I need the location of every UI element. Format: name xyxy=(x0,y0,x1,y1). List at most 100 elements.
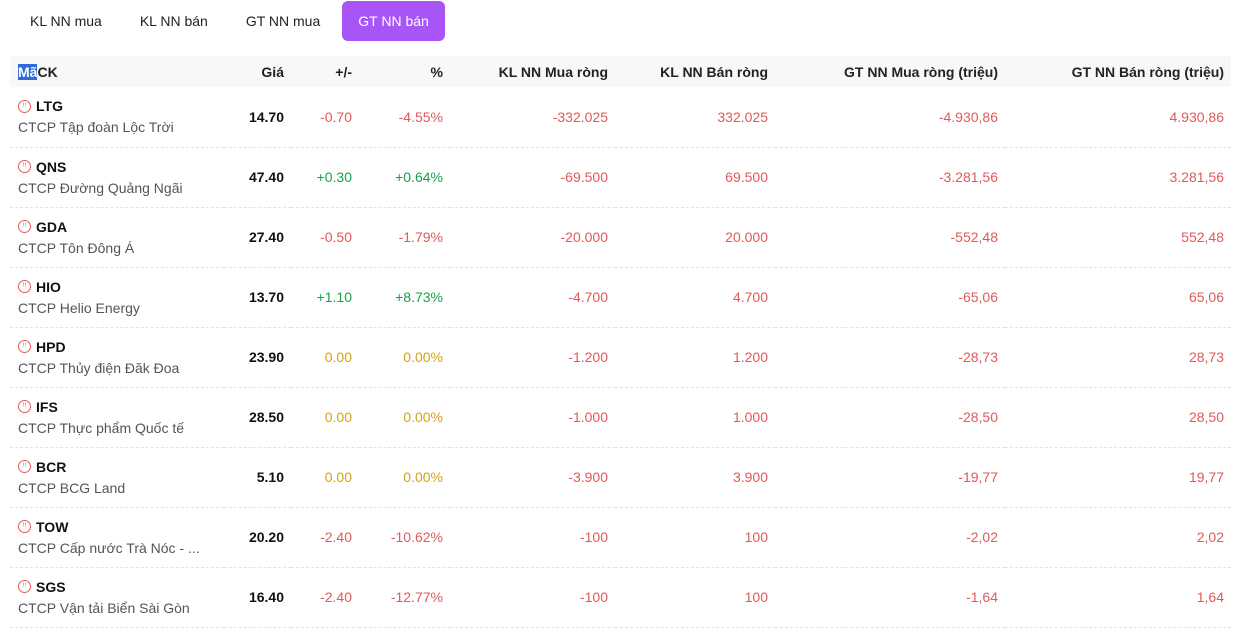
stock-symbol[interactable]: SGS xyxy=(36,578,66,595)
percent-cell: 0.00% xyxy=(403,469,443,485)
stock-cell[interactable]: !! GDA CTCP Tôn Đông Á xyxy=(10,207,224,267)
stock-symbol[interactable]: GDA xyxy=(36,218,68,235)
tab-gt-nn-mua[interactable]: GT NN mua xyxy=(245,13,321,29)
stock-badge-icon: !! xyxy=(18,400,31,413)
change-cell: +0.30 xyxy=(316,169,352,185)
gt-buy-cell: -65,06 xyxy=(958,289,998,305)
stock-badge-icon: !! xyxy=(18,580,31,593)
stock-cell[interactable]: !! HPD CTCP Thủy điện Đăk Đoa xyxy=(10,327,224,387)
table-row[interactable]: !! QNS CTCP Đường Quảng Ngãi 47.40 +0.30… xyxy=(10,147,1231,207)
stock-cell[interactable]: !! BCR CTCP BCG Land xyxy=(10,447,224,507)
header-kl-sell[interactable]: KL NN Bán ròng xyxy=(660,63,768,80)
table-row[interactable]: !! SGS CTCP Vận tải Biển Sài Gòn 16.40 -… xyxy=(10,567,1231,627)
header-gt-buy[interactable]: GT NN Mua ròng (triệu) xyxy=(844,63,998,80)
gt-sell-cell: 1,64 xyxy=(1196,589,1224,605)
gt-sell-cell: 3.281,56 xyxy=(1169,169,1225,185)
foreign-trading-table: MãCK Giá +/- % KL NN Mua ròng KL NN Bán … xyxy=(10,56,1231,628)
stock-symbol[interactable]: TOW xyxy=(36,518,69,535)
header-gt-sell[interactable]: GT NN Bán ròng (triệu) xyxy=(1071,63,1224,80)
tab-kl-nn-ban[interactable]: KL NN bán xyxy=(139,13,208,29)
kl-sell-cell: 4.700 xyxy=(732,289,768,305)
kl-buy-cell: -3.900 xyxy=(568,469,608,485)
kl-sell-cell: 20.000 xyxy=(725,229,768,245)
stock-badge-icon: !! xyxy=(18,460,31,473)
symbol-line: !! SGS xyxy=(18,579,217,595)
table-row[interactable]: !! IFS CTCP Thực phẩm Quốc tế 28.50 0.00… xyxy=(10,387,1231,447)
price-cell: 27.40 xyxy=(248,229,284,245)
stock-symbol[interactable]: IFS xyxy=(36,398,58,415)
gt-buy-cell: -19,77 xyxy=(958,469,998,485)
table-row[interactable]: !! GDA CTCP Tôn Đông Á 27.40 -0.50 -1.79… xyxy=(10,207,1231,267)
stock-symbol[interactable]: BCR xyxy=(36,458,67,475)
table-header: MãCK Giá +/- % KL NN Mua ròng KL NN Bán … xyxy=(10,56,1231,87)
symbol-line: !! HPD xyxy=(18,339,217,355)
stock-badge-icon: !! xyxy=(18,520,31,533)
company-name: CTCP Thực phẩm Quốc tế xyxy=(18,419,185,436)
stock-cell[interactable]: !! HIO CTCP Helio Energy xyxy=(10,267,224,327)
price-cell: 47.40 xyxy=(248,169,284,185)
stock-cell[interactable]: !! QNS CTCP Đường Quảng Ngãi xyxy=(10,147,224,207)
header-change[interactable]: +/- xyxy=(335,63,352,80)
table-row[interactable]: !! HIO CTCP Helio Energy 13.70 +1.10 +8.… xyxy=(10,267,1231,327)
header-code-text: CK xyxy=(37,63,58,80)
kl-sell-cell: 1.000 xyxy=(732,409,768,425)
gt-buy-cell: -1,64 xyxy=(966,589,998,605)
table-row[interactable]: !! BCR CTCP BCG Land 5.10 0.00 0.00% -3.… xyxy=(10,447,1231,507)
price-cell: 14.70 xyxy=(248,108,284,125)
stock-symbol[interactable]: LTG xyxy=(36,98,63,115)
percent-cell: +8.73% xyxy=(395,289,443,305)
header-code[interactable]: MãCK xyxy=(10,56,224,87)
stock-cell[interactable]: !! IFS CTCP Thực phẩm Quốc tế xyxy=(10,387,224,447)
company-name: CTCP Đường Quảng Ngãi xyxy=(18,179,183,196)
stock-symbol[interactable]: QNS xyxy=(36,158,67,175)
tab-gt-nn-ban[interactable]: GT NN bán xyxy=(342,1,445,41)
stock-cell[interactable]: !! LTG CTCP Tập đoàn Lộc Trời xyxy=(10,87,224,147)
percent-cell: -4.55% xyxy=(398,108,443,125)
stock-symbol[interactable]: HPD xyxy=(36,338,66,355)
symbol-line: !! IFS xyxy=(18,399,217,415)
table-row[interactable]: !! TOW CTCP Cấp nước Trà Nóc - ... 20.20… xyxy=(10,507,1231,567)
stock-badge-icon: !! xyxy=(18,340,31,353)
gt-buy-cell: -552,48 xyxy=(950,229,998,245)
price-cell: 13.70 xyxy=(248,289,284,305)
gt-sell-cell: 28,50 xyxy=(1188,409,1224,425)
gt-sell-cell: 28,73 xyxy=(1188,349,1224,365)
header-code-selected-text: Mã xyxy=(18,63,38,80)
gt-sell-cell: 65,06 xyxy=(1188,289,1224,305)
header-percent[interactable]: % xyxy=(430,63,443,80)
stock-cell[interactable]: !! SGS CTCP Vận tải Biển Sài Gòn xyxy=(10,567,224,627)
stock-badge-icon: !! xyxy=(18,280,31,293)
table-row[interactable]: !! HPD CTCP Thủy điện Đăk Đoa 23.90 0.00… xyxy=(10,327,1231,387)
kl-buy-cell: -1.000 xyxy=(568,409,608,425)
gt-sell-cell: 2,02 xyxy=(1196,529,1224,545)
stock-badge-icon: !! xyxy=(18,220,31,233)
company-name: CTCP Cấp nước Trà Nóc - ... xyxy=(18,539,200,556)
header-kl-buy[interactable]: KL NN Mua ròng xyxy=(498,63,608,80)
kl-buy-cell: -4.700 xyxy=(568,289,608,305)
percent-cell: 0.00% xyxy=(403,349,443,365)
gt-buy-cell: -28,50 xyxy=(958,409,998,425)
percent-cell: -1.79% xyxy=(398,229,443,245)
stock-cell[interactable]: !! TOW CTCP Cấp nước Trà Nóc - ... xyxy=(10,507,224,567)
company-name: CTCP Tập đoàn Lộc Trời xyxy=(18,119,174,136)
company-name: CTCP Helio Energy xyxy=(18,299,140,316)
kl-buy-cell: -20.000 xyxy=(560,229,608,245)
gt-sell-cell: 552,48 xyxy=(1181,229,1224,245)
change-cell: 0.00 xyxy=(324,469,352,485)
change-cell: +1.10 xyxy=(316,289,352,305)
stock-symbol[interactable]: HIO xyxy=(36,278,61,295)
table-row[interactable]: !! LTG CTCP Tập đoàn Lộc Trời 14.70 -0.7… xyxy=(10,87,1231,147)
percent-cell: +0.64% xyxy=(395,169,443,185)
change-cell: 0.00 xyxy=(324,409,352,425)
tab-kl-nn-mua[interactable]: KL NN mua xyxy=(30,13,102,29)
percent-cell: 0.00% xyxy=(403,409,443,425)
header-price[interactable]: Giá xyxy=(261,63,284,80)
symbol-line: !! BCR xyxy=(18,459,217,475)
change-cell: -2.40 xyxy=(320,589,352,605)
gt-sell-cell: 19,77 xyxy=(1188,469,1224,485)
symbol-line: !! QNS xyxy=(18,159,217,175)
tab-bar: KL NN mua KL NN bán GT NN mua GT NN bán xyxy=(14,1,445,41)
change-cell: -2.40 xyxy=(320,529,352,545)
kl-sell-cell: 100 xyxy=(744,529,768,545)
symbol-line: !! GDA xyxy=(18,219,217,235)
